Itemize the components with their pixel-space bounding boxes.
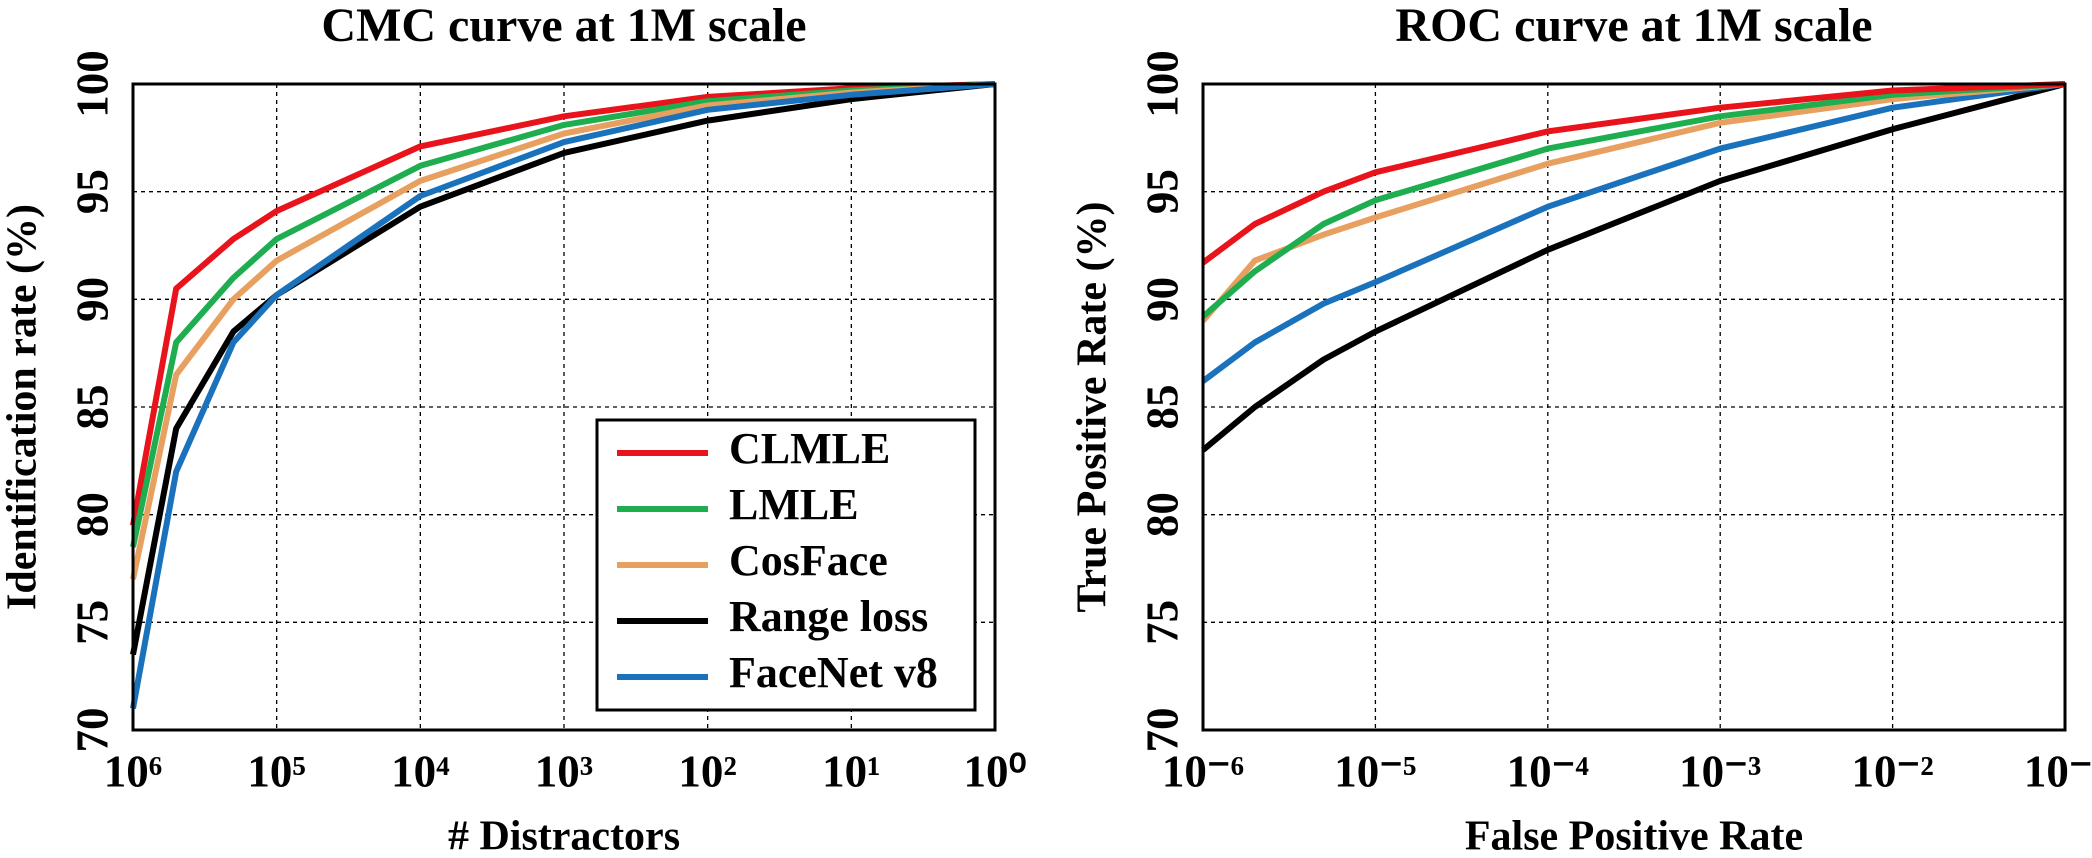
chart-title: ROC curve at 1M scale bbox=[1395, 0, 1872, 52]
y-tick-label: 90 bbox=[67, 277, 117, 322]
series-line bbox=[1200, 81, 2066, 323]
y-tick-label: 80 bbox=[1137, 492, 1187, 537]
series-line bbox=[1201, 81, 2066, 319]
x-tick-label: 10⁰ bbox=[963, 746, 1026, 796]
x-tick-label: 10² bbox=[678, 746, 737, 796]
x-tick-label: 10⁴ bbox=[391, 746, 450, 796]
y-axis-label: Identification rate (%) bbox=[0, 204, 46, 610]
x-tick-label: 10⁻⁵ bbox=[1334, 746, 1416, 796]
x-tick-label: 10³ bbox=[535, 746, 594, 796]
series-line bbox=[1201, 81, 2066, 384]
plot-frame bbox=[1201, 82, 2067, 732]
y-axis-label: True Positive Rate (%) bbox=[1070, 202, 1116, 613]
legend-label: CosFace bbox=[729, 536, 888, 585]
x-tick-label: 10⁻⁴ bbox=[1507, 746, 1590, 796]
x-tick-label: 10⁻⁶ bbox=[1162, 746, 1244, 796]
y-tick-label: 75 bbox=[67, 600, 117, 645]
x-axis-label: # Distractors bbox=[448, 814, 680, 858]
series-line bbox=[1201, 81, 2066, 266]
legend-label: LMLE bbox=[729, 480, 859, 529]
y-tick-label: 75 bbox=[1137, 600, 1187, 645]
y-tick-label: 70 bbox=[1137, 708, 1187, 753]
legend-label: FaceNet v8 bbox=[729, 648, 938, 697]
series-line bbox=[130, 81, 996, 656]
series-line bbox=[130, 81, 996, 710]
y-tick-label: 100 bbox=[67, 50, 117, 118]
series-line bbox=[1201, 81, 2066, 453]
legend-label: Range loss bbox=[729, 592, 928, 641]
y-tick-label: 85 bbox=[67, 385, 117, 430]
x-axis-label: False Positive Rate bbox=[1465, 814, 1803, 858]
x-tick-label: 10⁵ bbox=[247, 746, 306, 796]
y-tick-label: 85 bbox=[1137, 385, 1187, 430]
legend-label: CLMLE bbox=[729, 424, 890, 473]
chart-title: CMC curve at 1M scale bbox=[321, 0, 806, 52]
y-tick-label: 95 bbox=[67, 169, 117, 214]
y-tick-label: 95 bbox=[1137, 169, 1187, 214]
x-tick-label: 10⁻¹ bbox=[2024, 746, 2092, 796]
x-tick-label: 10⁻² bbox=[1851, 746, 1933, 796]
y-tick-label: 90 bbox=[1137, 277, 1187, 322]
x-tick-label: 10¹ bbox=[822, 746, 881, 796]
y-tick-label: 100 bbox=[1137, 50, 1187, 118]
plot-frame bbox=[131, 82, 997, 732]
x-tick-label: 10⁶ bbox=[104, 746, 163, 796]
y-tick-label: 80 bbox=[67, 492, 117, 537]
x-tick-label: 10⁻³ bbox=[1679, 746, 1761, 796]
y-tick-label: 70 bbox=[67, 708, 117, 753]
